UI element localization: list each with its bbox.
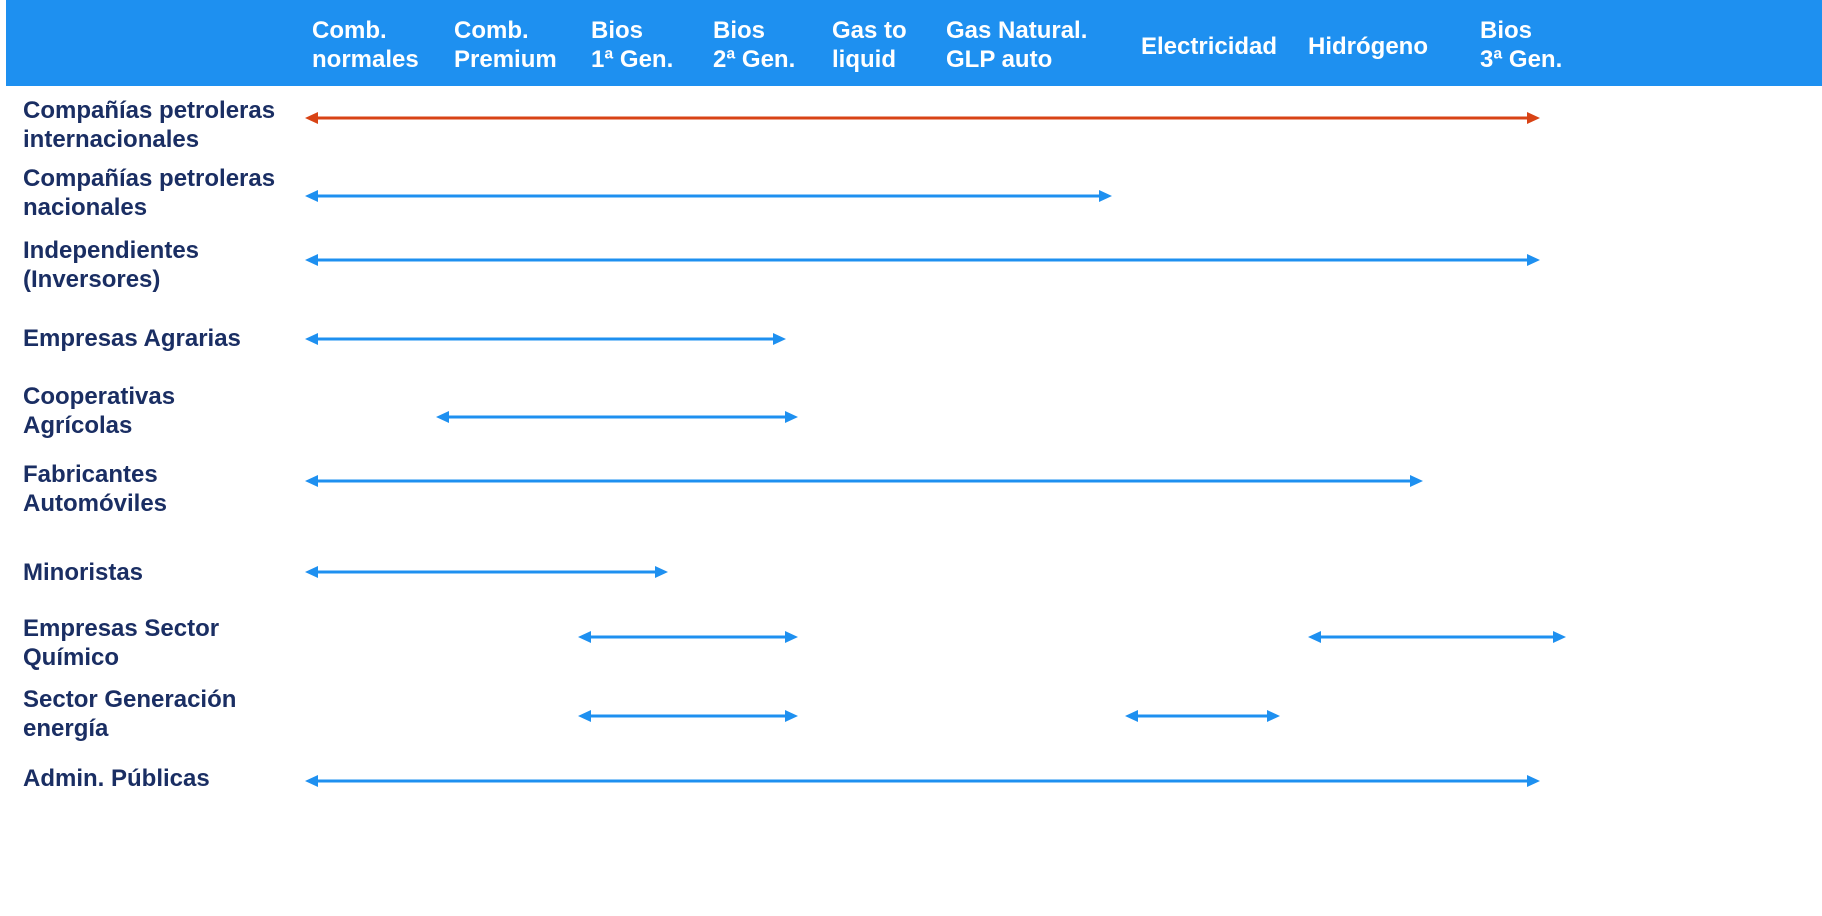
column-label-bios-1-gen: Bios 1ª Gen. <box>591 17 674 73</box>
range-arrow <box>305 254 1540 266</box>
range-arrow <box>436 411 798 423</box>
arrowhead-right <box>1099 190 1112 202</box>
arrowhead-left <box>1308 631 1321 643</box>
arrowhead-left <box>305 775 318 787</box>
arrowhead-left <box>305 190 318 202</box>
arrowhead-left <box>305 475 318 487</box>
row-label-cooperativas-agricolas: Cooperativas Agrícolas <box>23 383 176 439</box>
column-label-comb-normales: Comb. normales <box>312 17 419 73</box>
arrowhead-right <box>1527 775 1540 787</box>
row-label-minoristas: Minoristas <box>23 559 144 586</box>
arrowhead-right <box>1553 631 1566 643</box>
range-arrow <box>578 710 798 722</box>
arrowhead-left <box>436 411 449 423</box>
column-label-electricidad: Electricidad <box>1141 33 1278 60</box>
range-arrow <box>578 631 798 643</box>
range-arrow <box>1308 631 1566 643</box>
row-label-fabricantes-automoviles: Fabricantes Automóviles <box>23 461 168 517</box>
range-arrow <box>1125 710 1280 722</box>
arrowhead-right <box>1527 112 1540 124</box>
row-label-empresas-agrarias: Empresas Agrarias <box>23 325 241 352</box>
column-label-comb-premium: Comb. Premium <box>454 17 557 73</box>
row-label-admin-publicas: Admin. Públicas <box>23 765 210 792</box>
column-label-hidrogeno: Hidrógeno <box>1308 33 1428 60</box>
range-arrow <box>305 190 1112 202</box>
range-arrow <box>305 566 668 578</box>
arrowhead-right <box>1527 254 1540 266</box>
column-label-bios-2-gen: Bios 2ª Gen. <box>713 17 796 73</box>
arrowhead-right <box>655 566 668 578</box>
arrowhead-left <box>578 710 591 722</box>
range-arrow <box>305 112 1540 124</box>
arrowhead-right <box>785 710 798 722</box>
arrowhead-left <box>305 566 318 578</box>
arrowhead-right <box>785 411 798 423</box>
arrowhead-right <box>773 333 786 345</box>
row-label-petroleras-internacionales: Compañías petroleras internacionales <box>23 97 276 153</box>
arrowhead-left <box>578 631 591 643</box>
arrowhead-right <box>1267 710 1280 722</box>
arrowhead-right <box>785 631 798 643</box>
range-arrow <box>305 775 1540 787</box>
arrowhead-right <box>1410 475 1423 487</box>
column-label-gas-to-liquid: Gas to liquid <box>832 17 907 73</box>
column-header-bar: Comb. normales Comb. Premium Bios 1ª Gen… <box>6 0 1822 86</box>
range-arrow <box>305 333 786 345</box>
arrowhead-left <box>1125 710 1138 722</box>
row-label-generacion-energia: Sector Generación energía <box>23 686 237 742</box>
range-arrow <box>305 475 1423 487</box>
row-label-sector-quimico: Empresas Sector Químico <box>23 615 220 671</box>
row-label-petroleras-nacionales: Compañías petroleras nacionales <box>23 165 276 221</box>
arrowhead-left <box>305 112 318 124</box>
arrowhead-left <box>305 254 318 266</box>
column-label-gas-natural-glp: Gas Natural. GLP auto <box>946 17 1088 73</box>
column-label-bios-3-gen: Bios 3ª Gen. <box>1480 17 1563 73</box>
arrowhead-left <box>305 333 318 345</box>
row-label-independientes: Independientes (Inversores) <box>23 237 200 293</box>
